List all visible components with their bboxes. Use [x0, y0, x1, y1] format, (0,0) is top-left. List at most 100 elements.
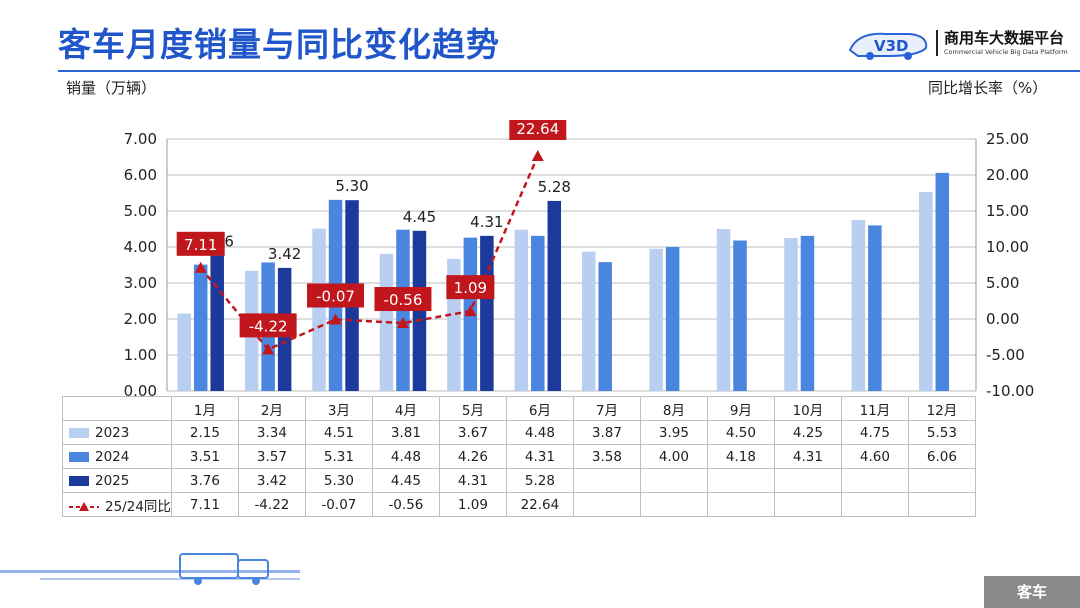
right-axis-tick-label: 10.00: [986, 238, 1029, 256]
yoy-value-label: 22.64: [516, 120, 559, 138]
right-axis-caption: 同比增长率（%）: [928, 79, 1048, 97]
bar-2025: [210, 255, 224, 391]
table-value-cell: [639, 492, 708, 517]
table-value-cell: [773, 492, 842, 517]
series-label-text: 2024: [95, 448, 130, 465]
bar-2023: [581, 251, 596, 391]
legend-swatch: [69, 427, 89, 438]
left-axis-caption: 销量（万辆）: [66, 79, 157, 97]
month-header-cell: 2月: [237, 396, 306, 421]
table-value-cell: 3.58: [572, 444, 641, 469]
right-axis-tick-label: 25.00: [986, 130, 1029, 148]
yoy-point-marker: [396, 317, 409, 329]
bar-2023: [851, 220, 866, 391]
table-value-cell: 4.48: [505, 420, 574, 445]
month-header-cell: 7月: [572, 396, 641, 421]
bar-2023: [177, 313, 191, 391]
truck-logo-icon: V3D: [848, 32, 928, 60]
table-value-cell: 3.95: [639, 420, 708, 445]
table-value-cell: [706, 468, 775, 493]
left-axis-tick-label: 7.00: [124, 130, 157, 148]
table-value-cell: 5.31: [304, 444, 373, 469]
table-value-cell: [907, 468, 976, 493]
table-value-cell: 4.31: [438, 468, 507, 493]
right-axis-tick-label: 0.00: [986, 310, 1019, 328]
yoy-label-box: [239, 313, 297, 338]
table-value-cell: 1.09: [438, 492, 507, 517]
table-value-cell: 3.87: [572, 420, 641, 445]
table-value-cell: [572, 492, 641, 517]
table-value-cell: 5.30: [304, 468, 373, 493]
table-value-cell: -0.07: [304, 492, 373, 517]
table-value-cell: 4.75: [840, 420, 909, 445]
yoy-value-label: -0.56: [384, 291, 423, 309]
table-value-cell: 3.57: [237, 444, 306, 469]
month-header-cell: 3月: [304, 396, 373, 421]
table-value-cell: 4.60: [840, 444, 909, 469]
yoy-point-marker: [329, 313, 342, 325]
table-value-cell: 5.28: [505, 468, 574, 493]
table-value-cell: 4.26: [438, 444, 507, 469]
left-axis-tick-label: 4.00: [124, 238, 157, 256]
table-value-cell: 3.67: [438, 420, 507, 445]
series-label-cell: 2025: [62, 468, 172, 493]
month-header-cell: 11月: [840, 396, 909, 421]
yoy-label-box: [176, 231, 225, 256]
yoy-point-marker: [464, 305, 477, 317]
data-table: 1月 2月 3月 4月 5月 6月 7月 8月 9月 10月 11月 12月 2023 2.15 3.34 4…: [62, 396, 976, 517]
table-header-row: 1月 2月 3月 4月 5月 6月 7月 8月 9月 10月 11月 12月: [62, 396, 976, 421]
bar-value-label: 4.31: [470, 213, 503, 231]
table-value-cell: 4.31: [505, 444, 574, 469]
platform-logo: V3D 商用车大数据平台 Commercial Vehicle Big Data…: [848, 24, 1076, 64]
table-value-cell: 3.34: [237, 420, 306, 445]
table-value-cell: 4.45: [371, 468, 440, 493]
bar-2023: [514, 229, 529, 391]
yoy-label-box: [446, 275, 495, 300]
yoy-label-box: [307, 283, 365, 308]
yoy-point-marker: [194, 261, 207, 273]
table-value-cell: 4.51: [304, 420, 373, 445]
bar-value-label: 5.30: [335, 177, 368, 195]
yoy-point-marker: [531, 149, 544, 161]
table-value-cell: 7.11: [170, 492, 239, 517]
table-value-cell: 4.18: [706, 444, 775, 469]
bar-2025: [480, 235, 494, 391]
bar-value-label: 3.42: [268, 245, 301, 263]
logo-name-cn: 商用车大数据平台: [944, 29, 1065, 47]
bar-2024: [868, 225, 882, 391]
series-label-text: 2025: [95, 472, 130, 489]
bar-2023: [919, 191, 933, 391]
table-value-cell: 3.81: [371, 420, 440, 445]
right-axis-tick-label: 5.00: [986, 274, 1019, 292]
table-value-cell: [572, 468, 641, 493]
legend-line-triangle-icon: [69, 501, 99, 511]
table-value-cell: 4.00: [639, 444, 708, 469]
right-axis-tick-label: -5.00: [986, 346, 1025, 364]
series-label-cell: 25/24同比: [62, 492, 172, 517]
series-label-text: 25/24同比: [105, 498, 171, 515]
table-value-cell: 3.42: [237, 468, 306, 493]
logo-mark-text: V3D: [874, 37, 909, 55]
right-axis-tick-label: 20.00: [986, 166, 1029, 184]
table-row: 25/24同比 7.11 -4.22 -0.07 -0.56 1.09 22.64: [62, 492, 976, 517]
month-header-cell: 4月: [371, 396, 440, 421]
bar-2025: [547, 200, 562, 391]
table-row: 2024 3.51 3.57 5.31 4.48 4.26 4.31 3.58 4.00 4.18…: [62, 444, 976, 469]
month-header-cell: 5月: [438, 396, 507, 421]
month-header-cell: 6月: [505, 396, 574, 421]
logo-name-en: Commercial Vehicle Big Data Platform: [944, 48, 1068, 56]
series-label-text: 2023: [95, 424, 130, 441]
table-value-cell: 5.53: [907, 420, 976, 445]
table-value-cell: [639, 468, 708, 493]
left-axis-tick-label: 2.00: [124, 310, 157, 328]
table-row: 2025 3.76 3.42 5.30 4.45 4.31 5.28: [62, 468, 976, 493]
month-header-cell: 9月: [706, 396, 775, 421]
table-value-cell: 4.25: [773, 420, 842, 445]
table-value-cell: 2.15: [170, 420, 239, 445]
table-value-cell: 4.48: [371, 444, 440, 469]
left-axis-tick-label: 0.00: [124, 382, 157, 400]
table-value-cell: [773, 468, 842, 493]
left-axis-tick-label: 5.00: [124, 202, 157, 220]
legend-swatch: [69, 451, 89, 462]
legend-swatch: [69, 475, 89, 486]
